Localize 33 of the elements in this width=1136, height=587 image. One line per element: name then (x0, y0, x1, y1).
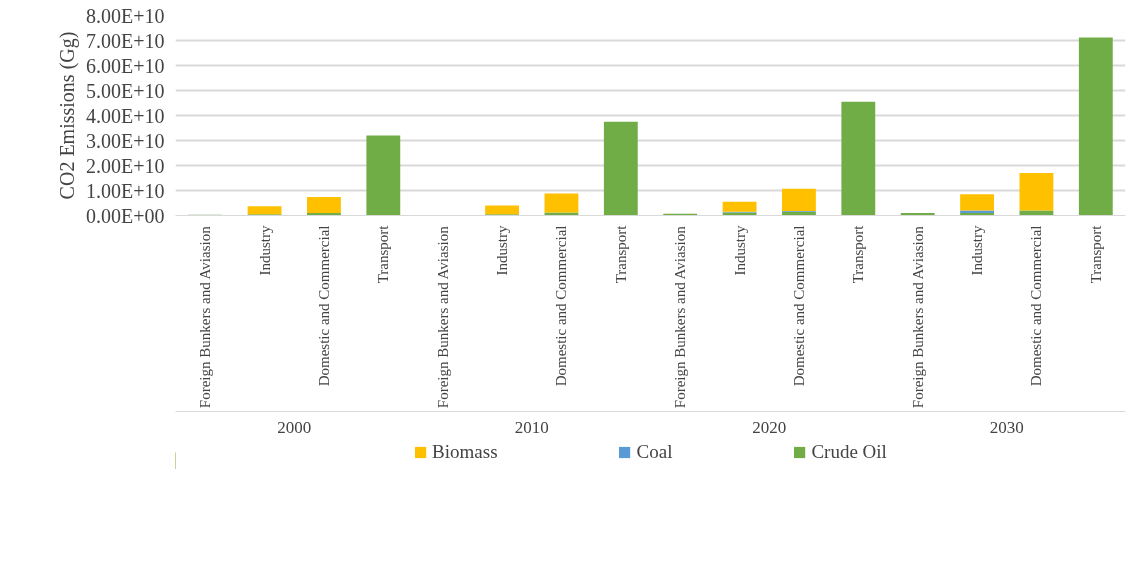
x-tick-label: Industry (256, 225, 273, 276)
legend-label: Crude Oil (811, 441, 887, 463)
legend-label: Biomass (432, 441, 498, 463)
x-tick-label: Domestic and Commercial (1028, 225, 1045, 387)
y-tick-label: 4.00E+10 (86, 104, 165, 127)
text: 2020 (752, 417, 787, 437)
y-tick-label: 3.00E+10 (86, 129, 165, 152)
y-tick-label: 8.00E+10 (86, 4, 165, 27)
y-tick-label: 1.00E+10 (86, 179, 165, 202)
text: 2000 (277, 417, 312, 437)
x-tick-label: Transport (375, 224, 392, 284)
x-tick-label: Domestic and Commercial (553, 225, 570, 387)
legend-label: Coal (636, 441, 673, 463)
x-tick-label: Transport (850, 224, 867, 284)
y-tick-label: 2.00E+10 (86, 154, 165, 177)
y-tick-label: 6.00E+10 (86, 54, 165, 77)
x-tick-label: Foreign Bunkers and Aviasion (672, 225, 689, 409)
text: 2030 (989, 417, 1024, 437)
x-tick-label: Domestic and Commercial (790, 225, 807, 387)
y-tick-label: 7.00E+10 (86, 29, 165, 52)
x-tick-label: Transport (612, 224, 629, 284)
y-tick-label: 5.00E+10 (86, 79, 165, 102)
x-tick-label: Domestic and Commercial (315, 225, 332, 387)
y-tick-label: 0.00E+00 (86, 204, 165, 227)
x-tick-label: Industry (494, 225, 511, 276)
x-tick-label: Foreign Bunkers and Aviasion (909, 225, 926, 409)
x-tick-label: Foreign Bunkers and Aviasion (434, 225, 451, 409)
text: 2010 (514, 417, 549, 437)
y-axis-title: CO2 Emissions (Gg) (56, 31, 79, 200)
x-tick-label: Industry (969, 225, 986, 276)
x-tick-label: Industry (731, 225, 748, 276)
x-tick-label: Transport (1087, 224, 1104, 284)
x-tick-label: Foreign Bunkers and Aviasion (197, 225, 214, 409)
